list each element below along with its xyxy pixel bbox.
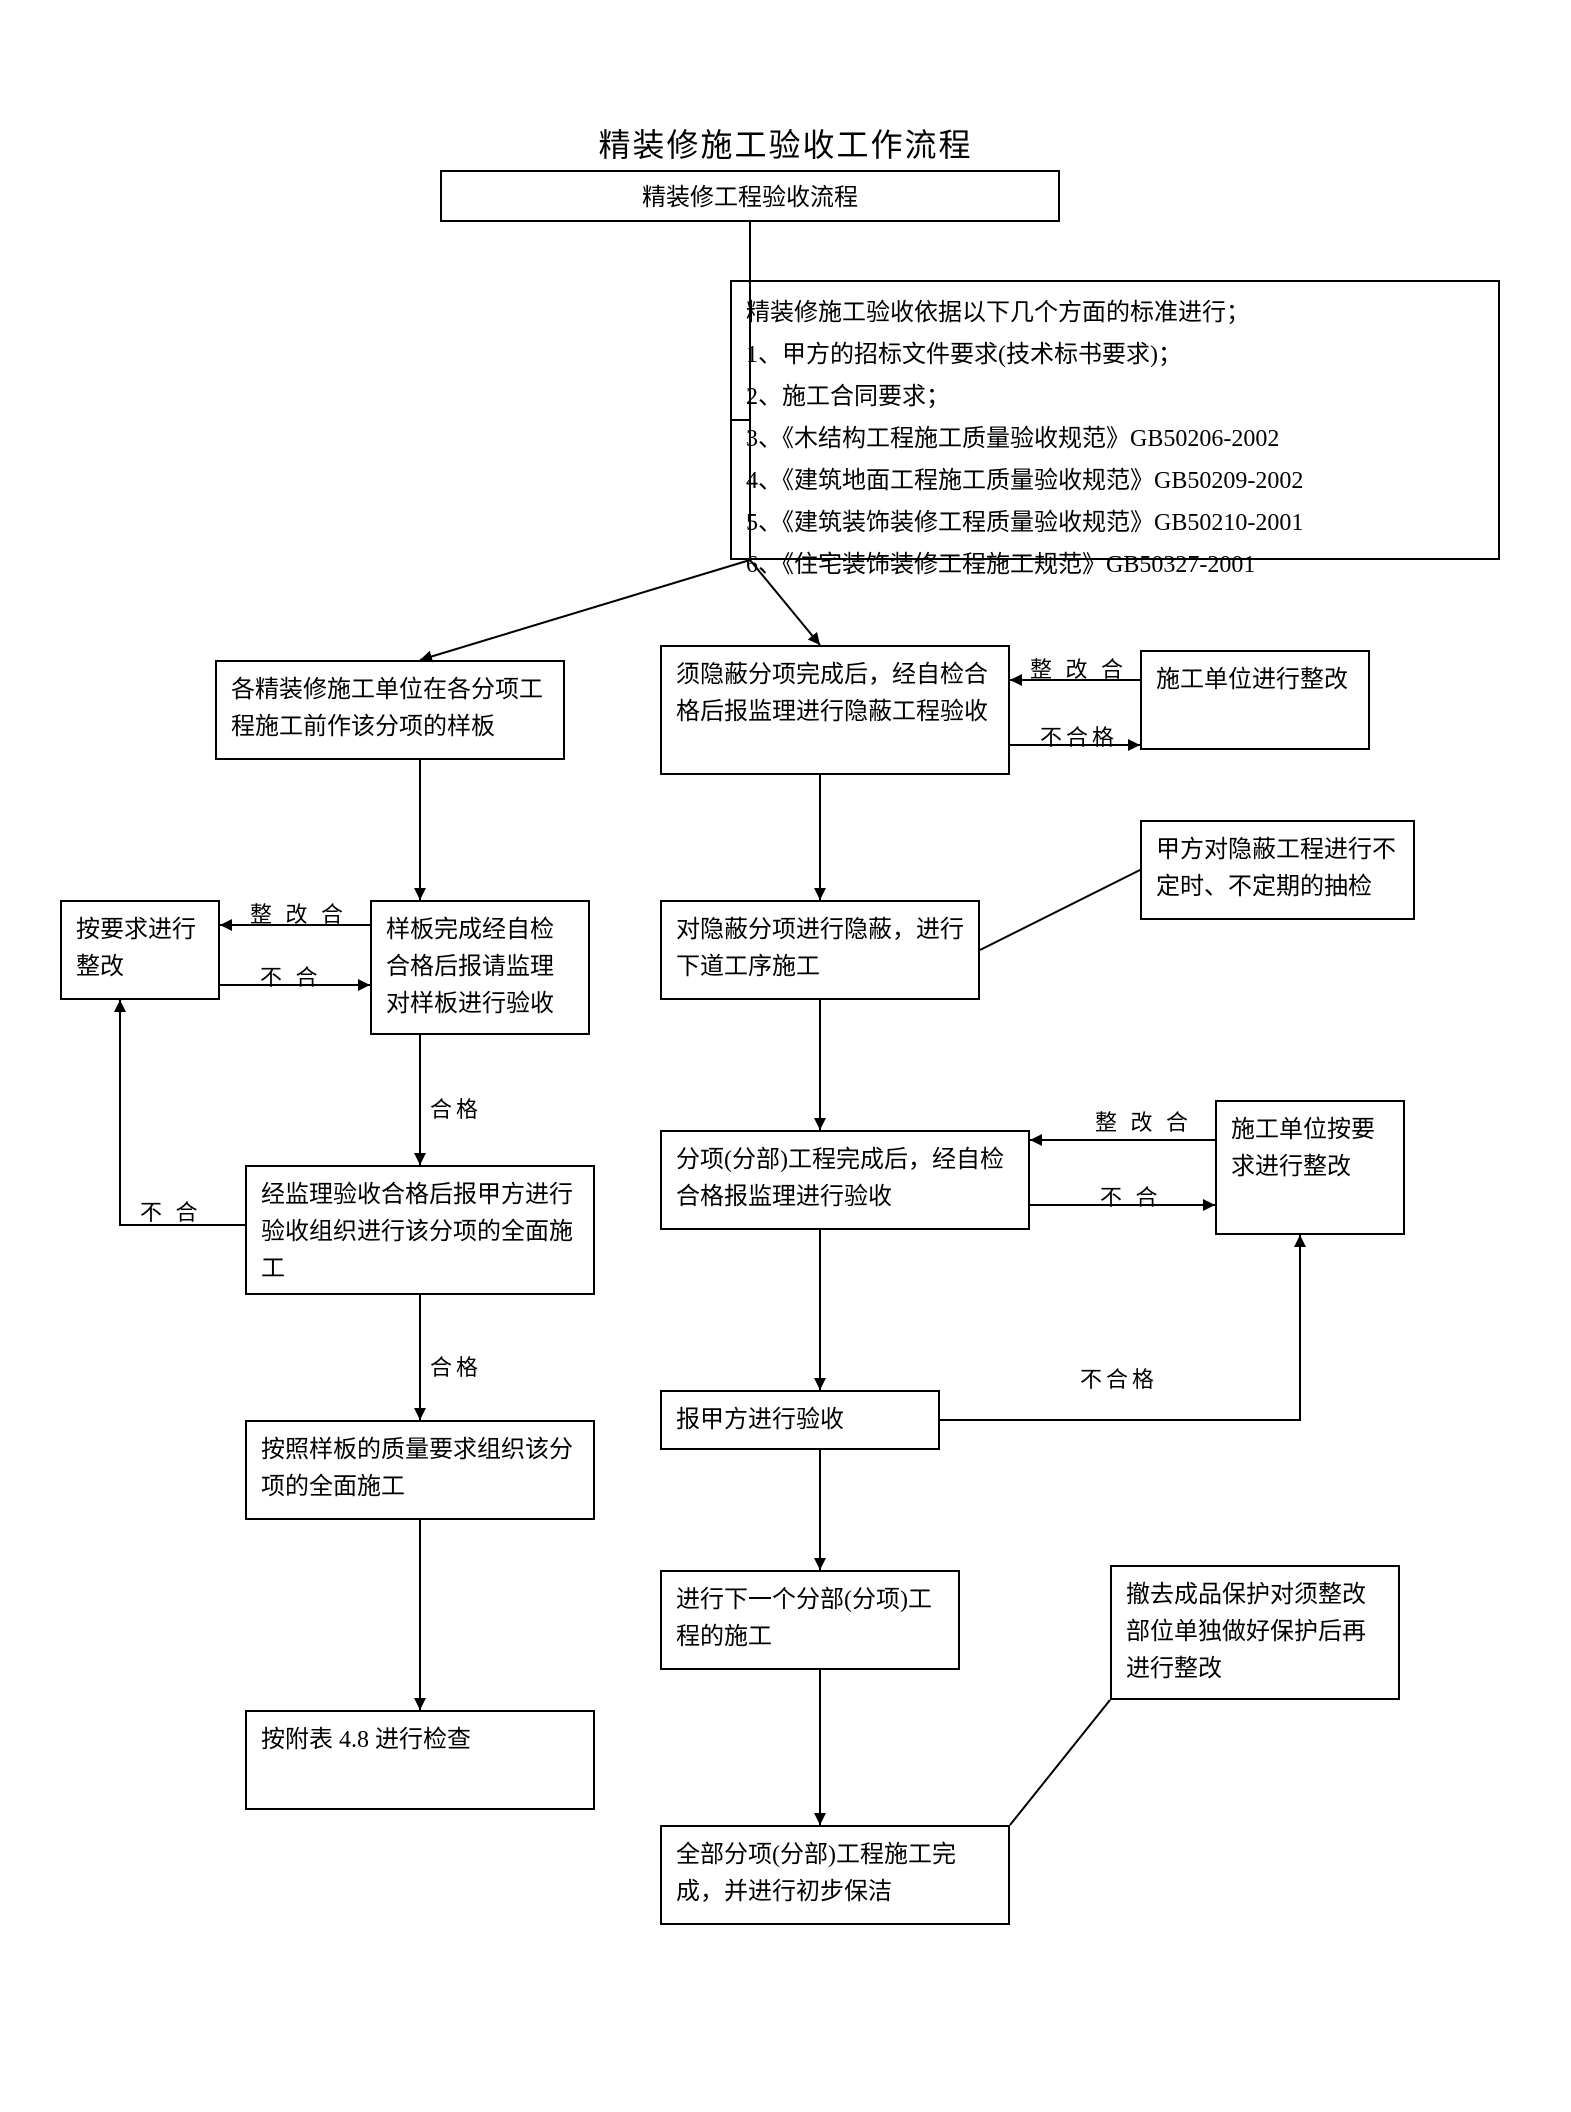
node-l4: 经监理验收合格后报甲方进行验收组织进行该分项的全面施工 [245,1165,595,1295]
node-r2: 施工单位进行整改 [1140,650,1370,750]
node-l1: 各精装修施工单位在各分项工程施工前作该分项的样板 [215,660,565,760]
label-bhg-r: 不合格 [1040,720,1118,752]
node-r4: 对隐蔽分项进行隐蔽，进行下道工序施工 [660,900,980,1000]
label-bu-he2: 不 合 [140,1195,202,1227]
standards-line: 精装修施工验收依据以下几个方面的标准进行； [746,292,1484,334]
standards-line: 5、《建筑装饰装修工程质量验收规范》GB50210-2001 [746,502,1484,544]
node-r3: 甲方对隐蔽工程进行不定时、不定期的抽检 [1140,820,1415,920]
node-l2: 按要求进行整改 [60,900,220,1000]
label-bu-he-r2: 不 合 [1100,1180,1162,1212]
node-r10: 全部分项(分部)工程施工完成，并进行初步保洁 [660,1825,1010,1925]
node-l3: 样板完成经自检合格后报请监理对样板进行验收 [370,900,590,1035]
standards-line: 3、《木结构工程施工质量验收规范》GB50206-2002 [746,418,1484,460]
node-r8: 进行下一个分部(分项)工程的施工 [660,1570,960,1670]
label-bhg-r2: 不合格 [1080,1362,1158,1394]
node-r7: 报甲方进行验收 [660,1390,940,1450]
node-r1: 须隐蔽分项完成后，经自检合格后报监理进行隐蔽工程验收 [660,645,1010,775]
standards-line: 2、施工合同要求； [746,376,1484,418]
label-zg-he: 整 改 合 [250,897,347,929]
standards-line: 1、甲方的招标文件要求(技术标书要求)； [746,334,1484,376]
node-l6: 按附表 4.8 进行检查 [245,1710,595,1810]
node-l5: 按照样板的质量要求组织该分项的全面施工 [245,1420,595,1520]
label-hg1: 合格 [430,1092,482,1124]
node-top: 精装修工程验收流程 [440,170,1060,222]
standards-line: 4、《建筑地面工程施工质量验收规范》GB50209-2002 [746,460,1484,502]
node-r6: 施工单位按要求进行整改 [1215,1100,1405,1235]
page-title: 精装修施工验收工作流程 [0,120,1571,166]
label-zg-he-r: 整 改 合 [1030,652,1127,684]
node-r9: 撤去成品保护对须整改部位单独做好保护后再进行整改 [1110,1565,1400,1700]
flowchart-canvas: 精装修施工验收工作流程 精装修工程验收流程 精装修施工验收依据以下几个方面的标准… [0,0,1571,2112]
node-r5: 分项(分部)工程完成后，经自检合格报监理进行验收 [660,1130,1030,1230]
label-hg2: 合格 [430,1350,482,1382]
node-standards: 精装修施工验收依据以下几个方面的标准进行； 1、甲方的招标文件要求(技术标书要求… [730,280,1500,560]
label-bu-he: 不 合 [260,960,322,992]
label-zg-he-r2: 整 改 合 [1095,1105,1192,1137]
standards-line: 6、《住宅装饰装修工程施工规范》GB50327-2001 [746,544,1484,586]
